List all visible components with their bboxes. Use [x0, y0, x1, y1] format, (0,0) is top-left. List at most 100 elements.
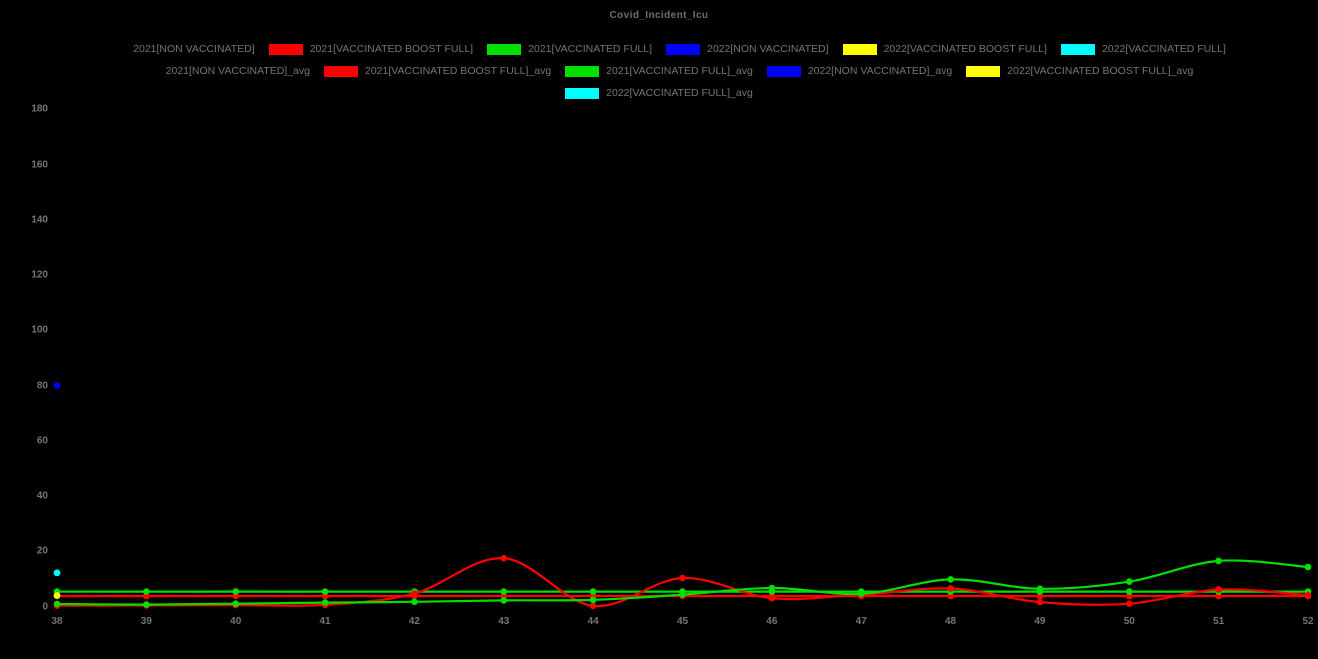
series-2022-vaccinated-full-	[53, 569, 61, 577]
legend-item[interactable]: 2022[VACCINATED FULL]_avg	[565, 87, 753, 99]
y-axis-tick-label: 140	[31, 214, 48, 226]
x-axis-tick-label: 38	[51, 616, 63, 627]
legend-item[interactable]: 2021[NON VACCINATED]	[92, 43, 255, 55]
y-axis-tick-label: 180	[31, 103, 48, 115]
data-point-marker	[53, 569, 61, 577]
y-axis-tick-label: 0	[42, 601, 48, 612]
data-point-marker	[500, 597, 508, 604]
data-point-marker	[1126, 578, 1133, 585]
data-point-marker	[768, 594, 776, 602]
x-axis-tick-label: 50	[1123, 616, 1135, 627]
legend-swatch-icon	[268, 43, 303, 55]
legend-item[interactable]: 2022[VACCINATED FULL]	[1060, 43, 1226, 55]
legend-item[interactable]: 2022[VACCINATED BOOST FULL]	[842, 43, 1047, 55]
data-point-marker	[589, 596, 597, 604]
y-axis-tick-label: 100	[31, 324, 48, 336]
data-point-marker	[411, 590, 418, 597]
legend-swatch-icon	[1060, 43, 1095, 55]
data-point-marker	[679, 591, 686, 598]
data-point-marker	[768, 584, 776, 592]
legend-label: 2021[NON VACCINATED]_avg	[165, 65, 310, 77]
data-point-marker	[143, 588, 150, 595]
data-point-marker	[679, 574, 686, 582]
data-point-marker	[232, 600, 239, 607]
legend-row-1: 2021[NON VACCINATED] 2021[VACCINATED BOOS…	[0, 38, 1318, 60]
legend-swatch-icon	[124, 65, 159, 77]
data-point-marker	[1036, 585, 1044, 593]
series-2022-vaccinated-boost-full-	[53, 592, 61, 599]
x-axis-tick-label: 39	[140, 616, 152, 627]
y-axis-tick-label: 120	[31, 269, 48, 281]
y-axis-tick-label: 60	[36, 435, 48, 447]
series-2021-vaccinated-boost-full-	[53, 554, 1312, 610]
chart-title: Covid_Incident_Icu	[609, 10, 709, 21]
legend-item[interactable]: 2022[VACCINATED BOOST FULL]_avg	[966, 65, 1193, 77]
x-axis-tick-label: 48	[945, 616, 957, 627]
legend-label: 2021[VACCINATED BOOST FULL]_avg	[365, 65, 552, 77]
legend-label: 2022[VACCINATED BOOST FULL]	[883, 43, 1047, 55]
series-2021-vaccinated-full-	[53, 557, 1312, 608]
legend-label: 2022[NON VACCINATED]	[707, 43, 829, 55]
chart-legend: 2021[NON VACCINATED] 2021[VACCINATED BOOS…	[0, 38, 1318, 104]
legend-swatch-icon	[966, 65, 1001, 77]
legend-row-2: 2021[NON VACCINATED]_avg 2021[VACCINATED …	[0, 60, 1318, 82]
legend-label: 2022[VACCINATED BOOST FULL]_avg	[1007, 65, 1194, 77]
legend-label: 2021[VACCINATED BOOST FULL]	[309, 43, 474, 55]
series-line	[56, 557, 1309, 608]
legend-item[interactable]: 2021[NON VACCINATED]_avg	[124, 65, 310, 77]
x-axis-tick-label: 46	[766, 616, 778, 627]
y-axis-tick-label: 40	[36, 490, 48, 502]
data-point-marker	[321, 599, 329, 606]
x-axis-tick-label: 44	[587, 616, 599, 627]
data-point-marker	[589, 588, 597, 595]
x-axis-tick-label: 40	[230, 616, 242, 627]
data-point-marker	[589, 602, 597, 610]
data-point-marker	[1036, 598, 1044, 606]
legend-swatch-icon	[92, 43, 127, 55]
data-point-marker	[1304, 591, 1312, 599]
data-point-marker	[857, 590, 865, 598]
legend-label: 2021[NON VACCINATED]	[133, 43, 255, 55]
x-axis-tick-label: 41	[319, 616, 331, 627]
data-point-marker	[1304, 563, 1312, 571]
legend-item[interactable]: 2021[VACCINATED FULL]	[487, 43, 652, 55]
data-point-marker	[1215, 586, 1222, 593]
x-axis-tick-label: 43	[498, 616, 510, 627]
data-point-marker	[500, 588, 508, 595]
legend-label: 2021[VACCINATED FULL]_avg	[606, 65, 753, 77]
legend-swatch-icon	[565, 87, 600, 99]
x-axis-tick-label: 51	[1213, 616, 1225, 627]
data-point-marker	[500, 554, 508, 562]
legend-swatch-icon	[766, 65, 801, 77]
legend-item[interactable]: 2022[NON VACCINATED]	[666, 43, 829, 55]
legend-swatch-icon	[487, 43, 522, 55]
data-point-marker	[53, 592, 61, 599]
x-axis-tick-label: 52	[1302, 616, 1314, 627]
legend-item[interactable]: 2021[VACCINATED BOOST FULL]_avg	[324, 65, 551, 77]
data-point-marker	[53, 600, 61, 608]
legend-label: 2022[VACCINATED FULL]_avg	[606, 87, 753, 99]
data-point-marker	[232, 588, 239, 595]
y-axis-tick-label: 20	[36, 545, 48, 557]
data-point-marker	[53, 382, 61, 389]
legend-item[interactable]: 2021[VACCINATED FULL]_avg	[565, 65, 753, 77]
series-2022-non-vaccinated-	[53, 382, 61, 389]
data-point-marker	[947, 576, 954, 583]
legend-swatch-icon	[842, 43, 877, 55]
legend-swatch-icon	[324, 65, 358, 77]
data-point-marker	[321, 588, 329, 595]
y-axis-tick-label: 160	[31, 159, 48, 170]
legend-label: 2022[NON VACCINATED]_avg	[807, 65, 953, 77]
legend-swatch-icon	[666, 43, 700, 55]
x-axis-tick-label: 45	[676, 616, 689, 627]
legend-item[interactable]: 2021[VACCINATED BOOST FULL]	[268, 43, 474, 55]
data-point-marker	[1215, 557, 1222, 565]
legend-swatch-icon	[565, 65, 600, 77]
legend-label: 2021[VACCINATED FULL]	[528, 43, 652, 55]
legend-row-3: 2022[VACCINATED FULL]_avg	[0, 82, 1318, 104]
legend-item[interactable]: 2022[NON VACCINATED]_avg	[766, 65, 953, 77]
data-point-marker	[143, 601, 150, 608]
x-axis-tick-label: 42	[408, 616, 420, 627]
data-point-marker	[1126, 588, 1133, 595]
